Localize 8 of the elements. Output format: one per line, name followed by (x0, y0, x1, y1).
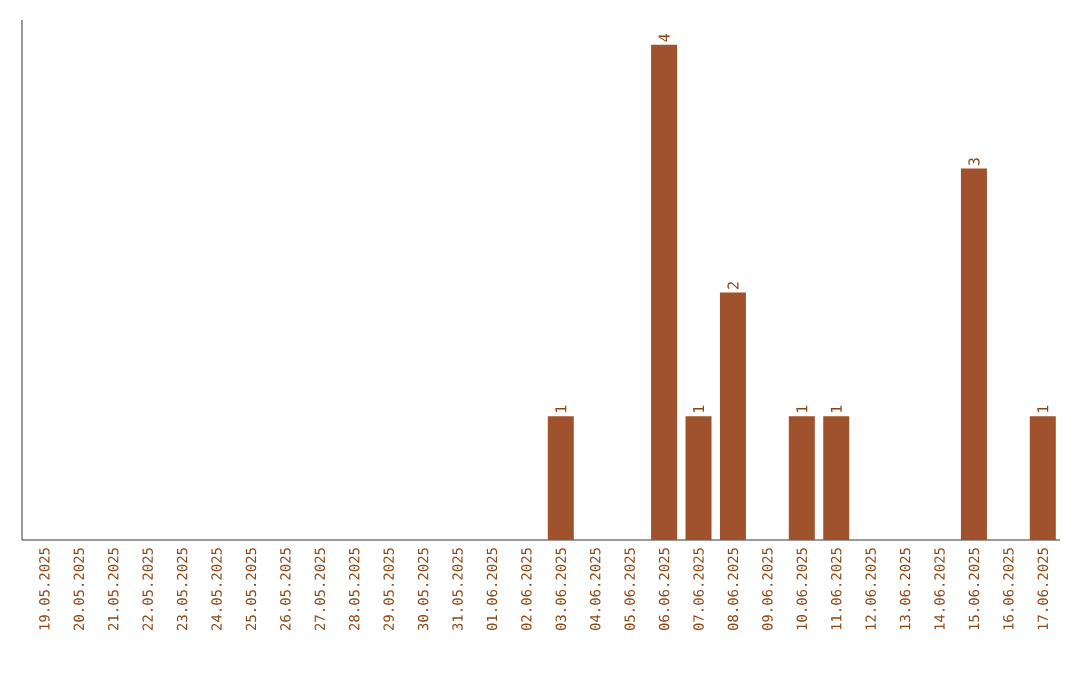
bar (719, 292, 746, 540)
bar (960, 168, 987, 540)
bar (788, 416, 815, 540)
bar (685, 416, 712, 540)
bar (823, 416, 850, 540)
bar (547, 416, 574, 540)
bar (651, 44, 678, 540)
bar (1029, 416, 1056, 540)
